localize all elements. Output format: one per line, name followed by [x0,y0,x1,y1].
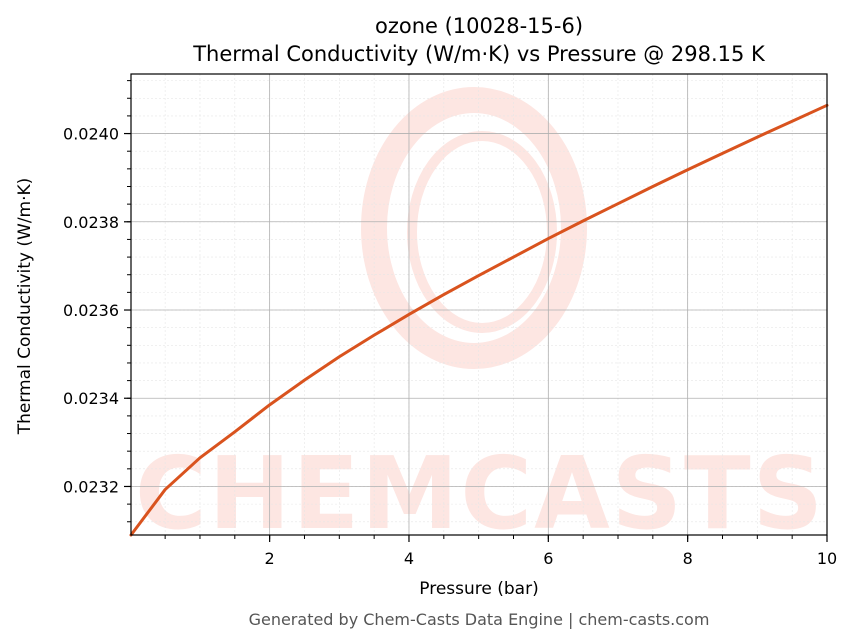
y-tick-label: 0.0234 [63,389,119,408]
y-tick-label: 0.0240 [63,125,119,144]
watermark-text: CHEMCASTS [135,435,825,552]
y-axis-label: Thermal Conductivity (W/m·K) [15,178,35,436]
x-tick-label: 8 [683,549,693,568]
x-tick-label: 10 [817,549,837,568]
chart-subtitle: Thermal Conductivity (W/m·K) vs Pressure… [192,42,766,66]
chart-title: ozone (10028-15-6) [375,14,583,38]
y-tick-label: 0.0238 [63,213,119,232]
footer-credit: Generated by Chem-Casts Data Engine | ch… [249,610,710,629]
y-tick-label: 0.0232 [63,477,119,496]
y-tick-label: 0.0236 [63,301,119,320]
x-axis-label: Pressure (bar) [419,579,538,599]
y-axis-ticks: 0.0232 0.0234 0.0236 0.0238 0.0240 [63,80,131,523]
watermark-logo-ring-inner [407,131,557,333]
x-tick-label: 6 [543,549,553,568]
series-points [130,105,828,536]
x-axis-ticks: 2 4 6 8 10 [164,535,837,568]
watermark: CHEMCASTS [135,87,825,552]
x-tick-label: 2 [265,549,275,568]
x-tick-label: 4 [404,549,414,568]
